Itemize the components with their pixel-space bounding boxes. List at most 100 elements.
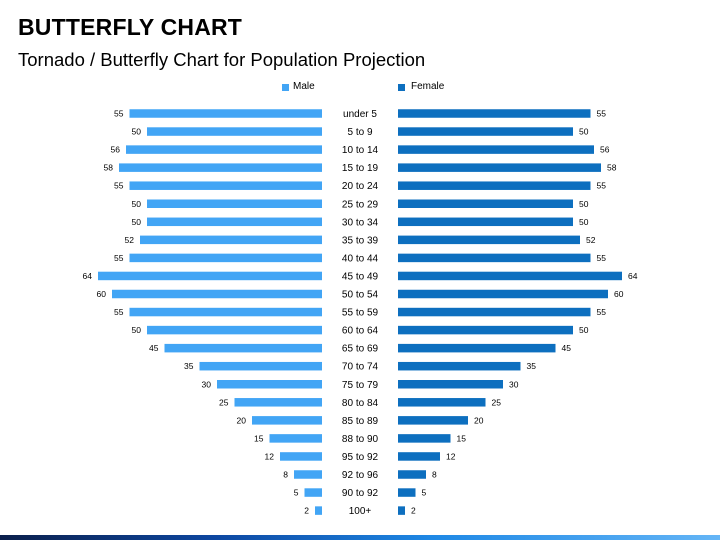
female-bar xyxy=(398,235,580,245)
female-data-label: 8 xyxy=(432,470,437,480)
female-bar xyxy=(398,380,503,389)
female-data-label: 55 xyxy=(597,109,607,119)
female-data-label: 55 xyxy=(597,181,607,191)
male-data-label: 45 xyxy=(149,343,159,353)
female-bar xyxy=(398,325,573,335)
female-data-label: 60 xyxy=(614,289,624,299)
female-data-label: 15 xyxy=(457,433,467,443)
female-bar xyxy=(398,343,556,353)
legend-label-female: Female xyxy=(411,81,445,92)
female-data-label: 12 xyxy=(446,451,456,461)
male-data-label: 25 xyxy=(219,397,229,407)
female-data-label: 50 xyxy=(579,199,589,209)
category-label: 90 to 92 xyxy=(342,488,379,499)
male-data-label: 55 xyxy=(114,181,124,191)
male-bar xyxy=(98,271,322,281)
female-data-label: 20 xyxy=(474,415,484,425)
female-bar xyxy=(398,361,521,371)
male-data-label: 52 xyxy=(125,235,135,245)
male-bar xyxy=(304,488,322,497)
male-data-label: 50 xyxy=(132,217,142,227)
male-data-label: 55 xyxy=(114,109,124,119)
category-label: 95 to 92 xyxy=(342,452,379,463)
male-bar xyxy=(147,127,322,136)
male-data-label: 50 xyxy=(132,199,142,209)
chart-subtitle: Tornado / Butterfly Chart for Population… xyxy=(18,49,426,70)
male-bar xyxy=(126,145,322,154)
category-label: 50 to 54 xyxy=(342,290,379,301)
female-data-label: 50 xyxy=(579,127,589,137)
male-bar xyxy=(129,253,322,263)
female-bar xyxy=(398,452,440,461)
male-bar xyxy=(164,343,322,353)
male-data-label: 58 xyxy=(104,163,114,173)
category-label: 30 to 34 xyxy=(342,217,379,228)
male-bar xyxy=(269,434,322,443)
male-data-label: 30 xyxy=(202,379,212,389)
category-label: 35 to 39 xyxy=(342,235,379,246)
category-label: 25 to 29 xyxy=(342,199,379,210)
male-bar xyxy=(112,289,322,299)
female-data-label: 50 xyxy=(579,217,589,227)
female-bar xyxy=(398,181,591,190)
male-bar xyxy=(315,506,322,515)
male-bar xyxy=(147,325,322,335)
category-label: 70 to 74 xyxy=(342,362,379,373)
female-data-label: 55 xyxy=(597,307,607,317)
female-data-label: 30 xyxy=(509,379,519,389)
female-data-label: 64 xyxy=(628,271,638,281)
category-label: under 5 xyxy=(343,109,377,120)
category-label: 45 to 49 xyxy=(342,271,379,282)
legend-swatch-female xyxy=(398,84,405,91)
male-data-label: 64 xyxy=(83,271,93,281)
bottom-accent-band xyxy=(0,535,720,540)
male-data-label: 8 xyxy=(283,470,288,480)
category-label: 60 to 64 xyxy=(342,326,379,337)
category-label: 15 to 19 xyxy=(342,163,379,174)
category-label: 40 to 44 xyxy=(342,253,379,264)
male-bar xyxy=(280,452,322,461)
category-label: 10 to 14 xyxy=(342,145,379,156)
male-bar xyxy=(129,109,322,118)
male-data-label: 20 xyxy=(237,415,247,425)
male-bar xyxy=(140,235,322,245)
female-bar xyxy=(398,416,468,425)
male-bar xyxy=(234,398,322,407)
female-bar xyxy=(398,289,608,299)
male-data-label: 5 xyxy=(294,488,299,498)
male-data-label: 50 xyxy=(132,325,142,335)
category-label: 65 to 69 xyxy=(342,344,379,355)
female-data-label: 56 xyxy=(600,145,610,155)
female-data-label: 45 xyxy=(562,343,572,353)
female-bar xyxy=(398,488,416,497)
legend-label-male: Male xyxy=(293,81,315,92)
female-data-label: 58 xyxy=(607,163,617,173)
female-bar xyxy=(398,434,451,443)
female-bar xyxy=(398,199,573,208)
category-label: 5 to 9 xyxy=(347,127,372,138)
male-data-label: 12 xyxy=(265,451,275,461)
female-data-label: 5 xyxy=(422,488,427,498)
category-label: 100+ xyxy=(349,506,372,517)
male-data-label: 15 xyxy=(254,433,264,443)
female-bar xyxy=(398,109,591,118)
category-label: 75 to 79 xyxy=(342,380,379,391)
female-bar xyxy=(398,271,622,281)
male-bar xyxy=(294,470,322,479)
category-label: 92 to 96 xyxy=(342,470,379,481)
male-bar xyxy=(119,163,322,172)
category-label: 88 to 90 xyxy=(342,434,379,445)
male-data-label: 55 xyxy=(114,307,124,317)
female-data-label: 35 xyxy=(527,361,537,371)
male-bar xyxy=(129,181,322,190)
female-bar xyxy=(398,506,405,515)
male-bar xyxy=(252,416,322,425)
male-data-label: 50 xyxy=(132,127,142,137)
male-bar xyxy=(129,307,322,317)
female-bar xyxy=(398,145,594,154)
male-data-label: 60 xyxy=(97,289,107,299)
female-data-label: 25 xyxy=(492,397,502,407)
female-bar xyxy=(398,127,573,136)
female-bar xyxy=(398,398,486,407)
